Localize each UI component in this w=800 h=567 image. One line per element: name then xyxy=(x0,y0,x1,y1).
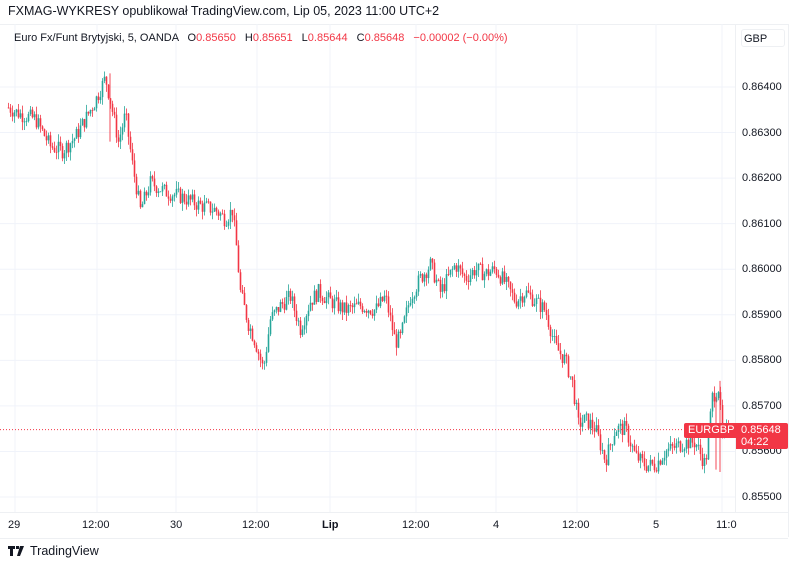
change-value: −0.00002 (−0.00%) xyxy=(413,32,508,44)
time-tick-label: 5 xyxy=(653,519,660,531)
price-tick-label: 0.86400 xyxy=(742,81,782,93)
open-label: O xyxy=(187,32,197,44)
time-tick-label: 12:00 xyxy=(562,519,590,531)
price-tick-label: 0.86200 xyxy=(742,172,782,185)
price-tick-label: 0.86300 xyxy=(742,126,782,139)
price-tick-label: 0.85900 xyxy=(742,308,782,321)
close-label: C xyxy=(356,32,365,44)
time-tick-label: Lip xyxy=(322,519,339,531)
open-value: 0.85650 xyxy=(196,32,236,44)
symbol-price-tag: EURGBP xyxy=(684,423,739,438)
time-axis[interactable] xyxy=(0,512,788,539)
publisher-line: FXMAG-WYKRESY opublikował TradingView.co… xyxy=(8,4,440,18)
time-tick-label: 29 xyxy=(8,519,21,531)
price-tick-label: 0.85500 xyxy=(742,491,782,503)
candlestick-chart[interactable] xyxy=(0,24,735,512)
currency-label[interactable]: GBP xyxy=(741,29,785,47)
time-tick-label: 4 xyxy=(493,519,500,531)
brand-name: TradingView xyxy=(30,544,99,558)
time-tick-label: 12:00 xyxy=(82,519,110,531)
price-tick-label: 0.85700 xyxy=(742,399,782,412)
high-label: H xyxy=(244,32,253,44)
symbol-description: Euro Fx/Funt Brytyjski, 5, OANDA xyxy=(14,32,179,44)
price-tick-label: 0.86000 xyxy=(742,263,782,276)
price-tick-label: 0.85800 xyxy=(742,354,782,367)
low-label: L xyxy=(301,32,308,44)
close-value: 0.85648 xyxy=(364,32,405,44)
right-border xyxy=(788,24,789,537)
price-tick-label: 0.86100 xyxy=(742,217,782,230)
chart-frame xyxy=(0,24,788,538)
price-axis[interactable] xyxy=(735,24,789,512)
tradingview-branding[interactable]: TradingView xyxy=(8,544,99,558)
high-value: 0.85651 xyxy=(252,32,293,44)
time-tick-label: 12:00 xyxy=(402,519,430,531)
time-tick-label: 11:0 xyxy=(716,519,737,531)
chart-pane[interactable] xyxy=(0,24,735,512)
time-tick-label: 30 xyxy=(170,519,183,531)
last-price-label: 0.85648 04:22 xyxy=(736,423,788,449)
symbol-legend: Euro Fx/Funt Brytyjski, 5, OANDA O0.8565… xyxy=(14,32,508,44)
time-tick-label: 12:00 xyxy=(242,519,270,531)
last-price-value: 0.85648 xyxy=(741,424,781,436)
tradingview-logo-icon xyxy=(8,546,26,556)
bar-countdown: 04:22 xyxy=(741,436,769,448)
low-value: 0.85644 xyxy=(307,32,348,44)
